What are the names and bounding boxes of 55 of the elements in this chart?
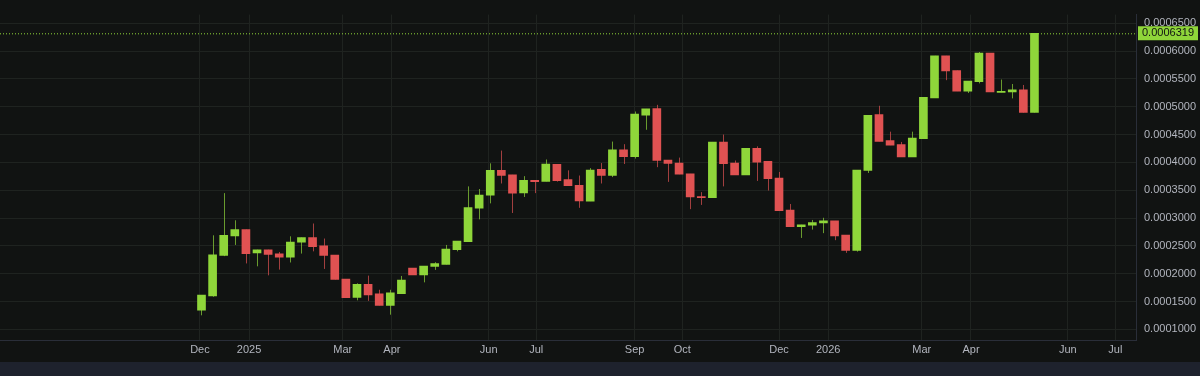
candlestick [1019,84,1028,114]
y-tick-label: 0.0004000 [1144,155,1196,168]
y-tick-label: 0.0001000 [1144,322,1196,335]
candlestick [663,159,673,183]
candlestick [230,219,240,246]
y-tick-label: 0.0003000 [1144,211,1196,224]
candlestick [497,150,506,184]
x-tick-label: Jun [479,343,498,356]
candlestick [286,235,295,263]
y-tick-label: 0.0005500 [1144,71,1196,84]
x-tick-label: Mar [912,343,932,356]
candlestick [574,175,584,209]
candlestick [263,249,273,276]
x-tick-label: Sep [624,343,645,356]
candlestick [752,145,762,182]
candlestick [385,289,395,316]
candlestick [308,223,317,252]
candlestick [785,203,795,228]
candlestick [319,238,328,270]
candlestick [441,244,451,265]
candlestick [341,278,351,299]
candlestick [519,175,528,198]
candlestick [197,294,206,316]
y-tick-label: 0.0002500 [1144,238,1196,251]
candlestick [474,188,484,220]
candlestick [541,159,551,182]
x-tick-label: Apr [383,343,401,356]
x-tick-label: Apr [962,343,980,356]
candlestick [596,162,606,184]
x-tick-label: Jun [1058,343,1077,356]
x-tick-label: Jul [529,343,544,356]
candlestick [763,160,773,191]
candlestick [941,55,950,81]
candlestick [619,143,628,165]
y-tick-label: 0.0002000 [1144,266,1196,279]
y-tick-label: 0.0005000 [1144,99,1196,112]
x-tick-label: 2025 [236,343,262,356]
y-tick-label: 0.0004500 [1144,127,1196,140]
y-tick-label: 0.0006000 [1144,44,1196,57]
y-tick-label: 0.0001500 [1144,294,1196,307]
y-tick-label: 0.0003500 [1144,183,1196,196]
candlestick [719,134,728,187]
candlestick [219,192,229,257]
candlestick [907,131,917,158]
x-tick-label: Dec [190,343,211,356]
candlestick [363,275,373,302]
x-tick-label: Dec [769,343,790,356]
candlestick [685,173,695,210]
x-tick-label: Oct [673,343,691,356]
x-tick-label: Jul [1108,343,1123,356]
x-tick-label: Mar [333,343,353,356]
candlestick [508,174,517,214]
x-tick-label: 2026 [815,343,841,356]
y-tick-label: 0.0006500 [1144,16,1196,29]
ref-line-label: 0.0006319 [1142,26,1194,39]
